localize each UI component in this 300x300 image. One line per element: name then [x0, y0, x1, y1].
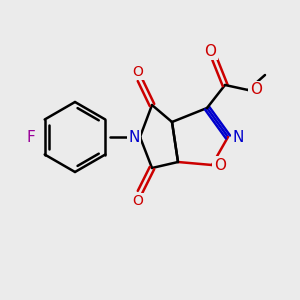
Text: N: N: [128, 130, 140, 145]
Text: O: O: [214, 158, 226, 172]
Text: F: F: [27, 130, 35, 145]
Text: O: O: [133, 65, 143, 79]
Text: O: O: [250, 82, 262, 98]
Text: N: N: [232, 130, 244, 145]
Text: O: O: [133, 194, 143, 208]
Text: O: O: [204, 44, 216, 59]
